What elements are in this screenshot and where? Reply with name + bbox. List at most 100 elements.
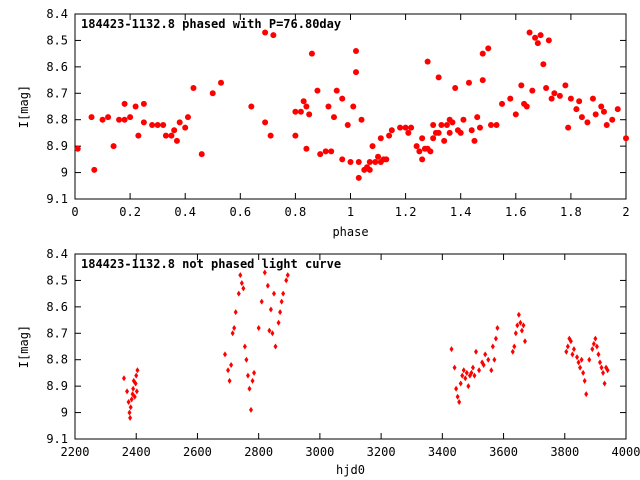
data-point bbox=[353, 69, 360, 76]
data-point bbox=[135, 367, 140, 374]
data-point bbox=[579, 356, 584, 363]
data-point bbox=[276, 319, 281, 326]
y-tick-label: 8.4 bbox=[46, 247, 68, 261]
data-point bbox=[430, 135, 437, 142]
data-point bbox=[457, 399, 462, 405]
data-point bbox=[575, 354, 580, 361]
data-point bbox=[441, 137, 448, 144]
data-point bbox=[306, 111, 313, 118]
x-axis-title: hjd0 bbox=[336, 463, 365, 477]
data-point bbox=[576, 359, 581, 366]
data-point bbox=[292, 132, 299, 139]
y-tick-label: 8.4 bbox=[46, 7, 68, 21]
x-tick-label: 1 bbox=[347, 205, 354, 219]
data-point bbox=[314, 87, 321, 94]
data-point bbox=[198, 151, 205, 158]
x-tick-label: 1.8 bbox=[560, 205, 582, 219]
x-tick-label: 2200 bbox=[61, 445, 90, 459]
phased-plot: 0 0.2 0.4 0.6 0.8 1 1.2 1.4 1.6 1.8 2 8.4 8.5 8.6 8.7 8… bbox=[17, 7, 630, 239]
data-point bbox=[121, 375, 126, 382]
data-point bbox=[413, 143, 420, 150]
data-point bbox=[466, 383, 471, 390]
data-point bbox=[344, 122, 351, 128]
data-point bbox=[339, 156, 346, 163]
data-point bbox=[443, 122, 450, 128]
data-point bbox=[591, 340, 596, 347]
data-point bbox=[184, 114, 191, 121]
data-point bbox=[562, 82, 569, 89]
data-point bbox=[512, 111, 519, 118]
data-point bbox=[537, 32, 544, 39]
data-point bbox=[128, 404, 133, 411]
data-point bbox=[233, 309, 238, 316]
data-point bbox=[499, 100, 506, 107]
data-point bbox=[449, 346, 454, 353]
data-point bbox=[284, 277, 289, 284]
data-point bbox=[126, 399, 131, 405]
data-point bbox=[416, 148, 423, 155]
data-point bbox=[548, 95, 555, 102]
data-point bbox=[244, 356, 249, 363]
data-point bbox=[477, 367, 482, 374]
data-point bbox=[125, 388, 130, 395]
data-point bbox=[121, 100, 128, 107]
y-tick-label: 8.9 bbox=[46, 139, 68, 153]
data-point bbox=[252, 369, 257, 376]
data-point bbox=[493, 122, 500, 128]
data-point bbox=[599, 364, 604, 371]
data-point bbox=[519, 327, 524, 334]
data-point bbox=[493, 335, 498, 342]
data-point bbox=[182, 124, 189, 131]
data-point bbox=[372, 159, 379, 165]
data-point bbox=[173, 137, 180, 144]
data-point bbox=[358, 116, 365, 123]
data-point bbox=[128, 414, 133, 421]
data-point bbox=[481, 362, 486, 368]
data-point bbox=[483, 351, 488, 358]
data-point bbox=[424, 58, 431, 65]
data-point bbox=[369, 143, 376, 150]
data-point bbox=[601, 369, 606, 376]
data-point bbox=[468, 127, 475, 134]
data-point bbox=[160, 122, 167, 128]
data-point bbox=[140, 100, 147, 107]
plot-title: 184423-1132.8 not phased light curve bbox=[81, 257, 341, 271]
data-point bbox=[281, 290, 286, 297]
data-point bbox=[171, 127, 178, 134]
data-point bbox=[419, 156, 426, 163]
data-point bbox=[303, 145, 310, 152]
data-point bbox=[149, 122, 156, 128]
data-point bbox=[116, 116, 123, 123]
data-point bbox=[377, 135, 384, 142]
data-point bbox=[245, 372, 250, 379]
data-point bbox=[262, 29, 269, 36]
data-point bbox=[350, 103, 357, 110]
data-point bbox=[190, 85, 197, 91]
data-point bbox=[140, 119, 147, 126]
data-point bbox=[268, 306, 273, 313]
data-point bbox=[565, 124, 572, 131]
data-point bbox=[132, 393, 137, 400]
y-tick-label: 8.8 bbox=[46, 113, 68, 127]
x-tick-label: 3600 bbox=[489, 445, 518, 459]
y-tick-label: 8.7 bbox=[46, 326, 68, 340]
data-point bbox=[592, 111, 599, 118]
data-point bbox=[476, 124, 483, 131]
x-tick-label: 0.8 bbox=[285, 205, 307, 219]
data-point bbox=[427, 148, 434, 155]
data-point bbox=[596, 351, 601, 358]
x-tick-label: 2800 bbox=[244, 445, 273, 459]
x-tick-label: 4000 bbox=[612, 445, 640, 459]
data-point bbox=[247, 385, 252, 392]
data-point bbox=[242, 343, 247, 350]
data-point bbox=[388, 127, 395, 134]
data-point bbox=[474, 114, 481, 121]
data-point bbox=[303, 103, 310, 110]
data-point bbox=[430, 122, 437, 128]
plot-frame bbox=[74, 253, 627, 440]
x-tick-label: 1.2 bbox=[395, 205, 417, 219]
data-point bbox=[452, 85, 459, 91]
data-point bbox=[589, 95, 596, 102]
data-point bbox=[270, 330, 275, 337]
